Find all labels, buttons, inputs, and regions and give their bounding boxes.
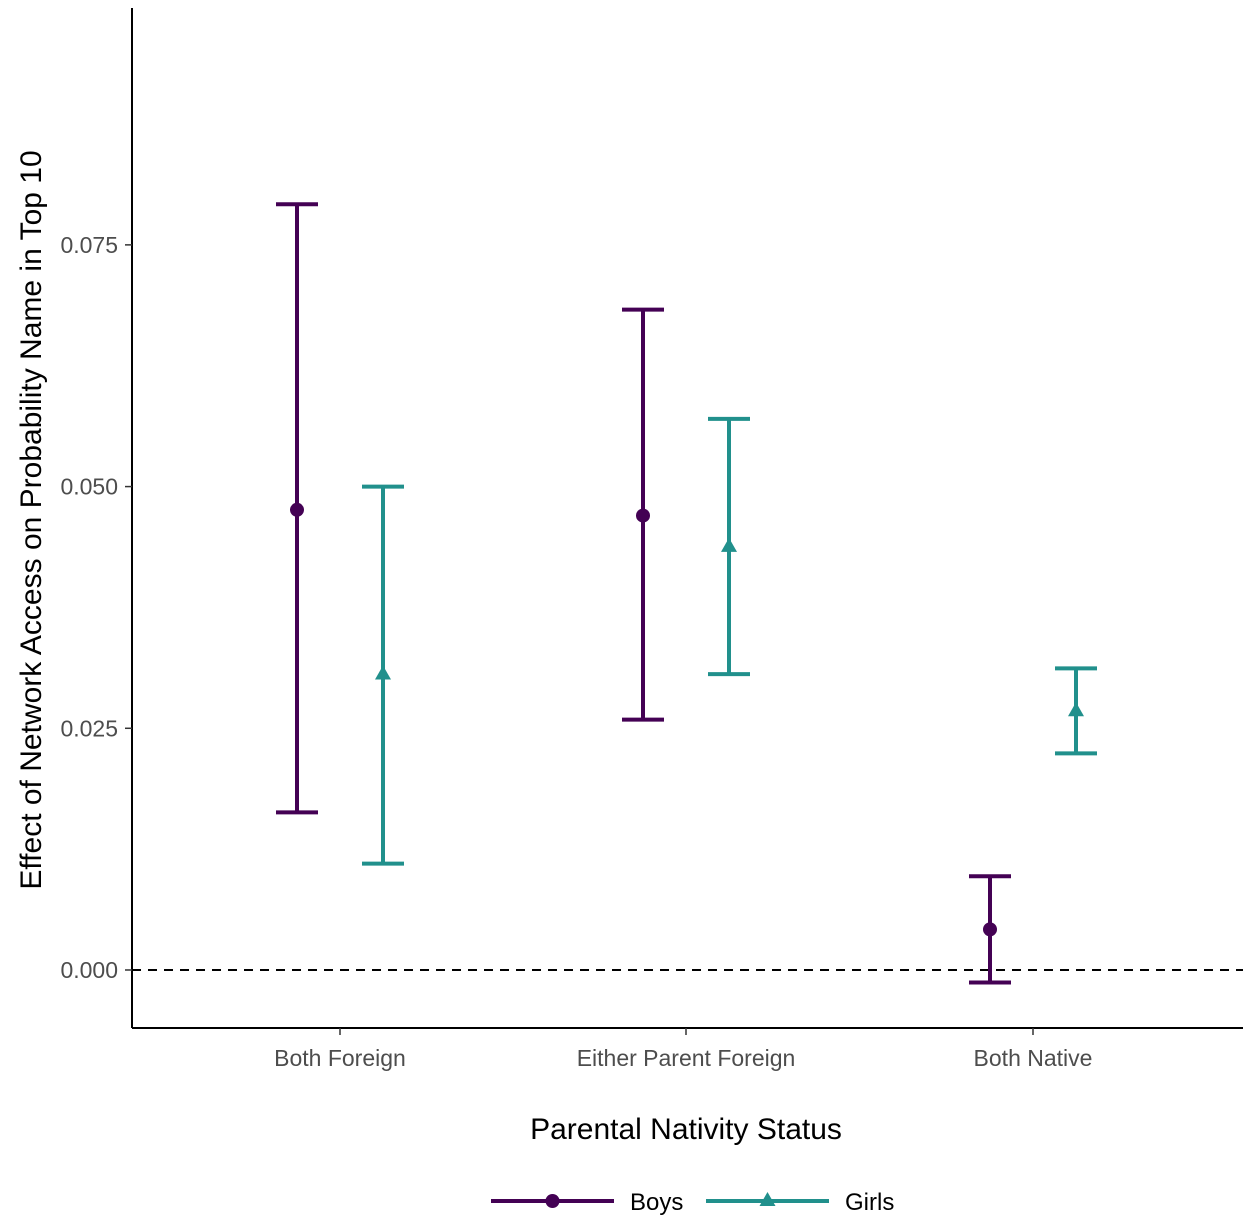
legend: Boys Girls <box>491 1189 894 1216</box>
y-axis: 0.000 0.025 0.050 0.075 <box>60 8 133 1028</box>
legend-item-girls: Girls <box>706 1189 894 1216</box>
point-estimate <box>636 508 650 523</box>
legend-item-boys: Boys <box>491 1189 683 1216</box>
legend-key-marker <box>545 1194 560 1208</box>
point-estimate <box>290 502 304 517</box>
x-tick-label: Both Foreign <box>274 1045 406 1071</box>
series-boys <box>276 202 1011 985</box>
point-estimate <box>983 922 997 937</box>
legend-label: Girls <box>845 1189 894 1216</box>
point-estimate <box>375 665 391 680</box>
plot-marks <box>132 202 1243 985</box>
legend-key-marker <box>759 1192 776 1206</box>
x-axis: Both Foreign Either Parent Foreign Both Na… <box>132 1027 1243 1071</box>
x-tick-label: Either Parent Foreign <box>577 1045 796 1071</box>
point-estimate <box>721 537 737 552</box>
x-axis-title: Parental Nativity Status <box>530 1113 842 1146</box>
y-tick-label: 0.025 <box>60 715 118 741</box>
y-tick-label: 0.050 <box>60 474 118 500</box>
y-tick-label: 0.075 <box>60 232 118 258</box>
x-tick-label: Both Native <box>974 1045 1093 1071</box>
y-axis-title: Effect of Network Access on Probability … <box>15 150 48 889</box>
point-estimate <box>1068 702 1084 717</box>
legend-label: Boys <box>630 1189 683 1216</box>
y-tick-label: 0.000 <box>60 957 118 983</box>
series-girls <box>362 416 1097 866</box>
